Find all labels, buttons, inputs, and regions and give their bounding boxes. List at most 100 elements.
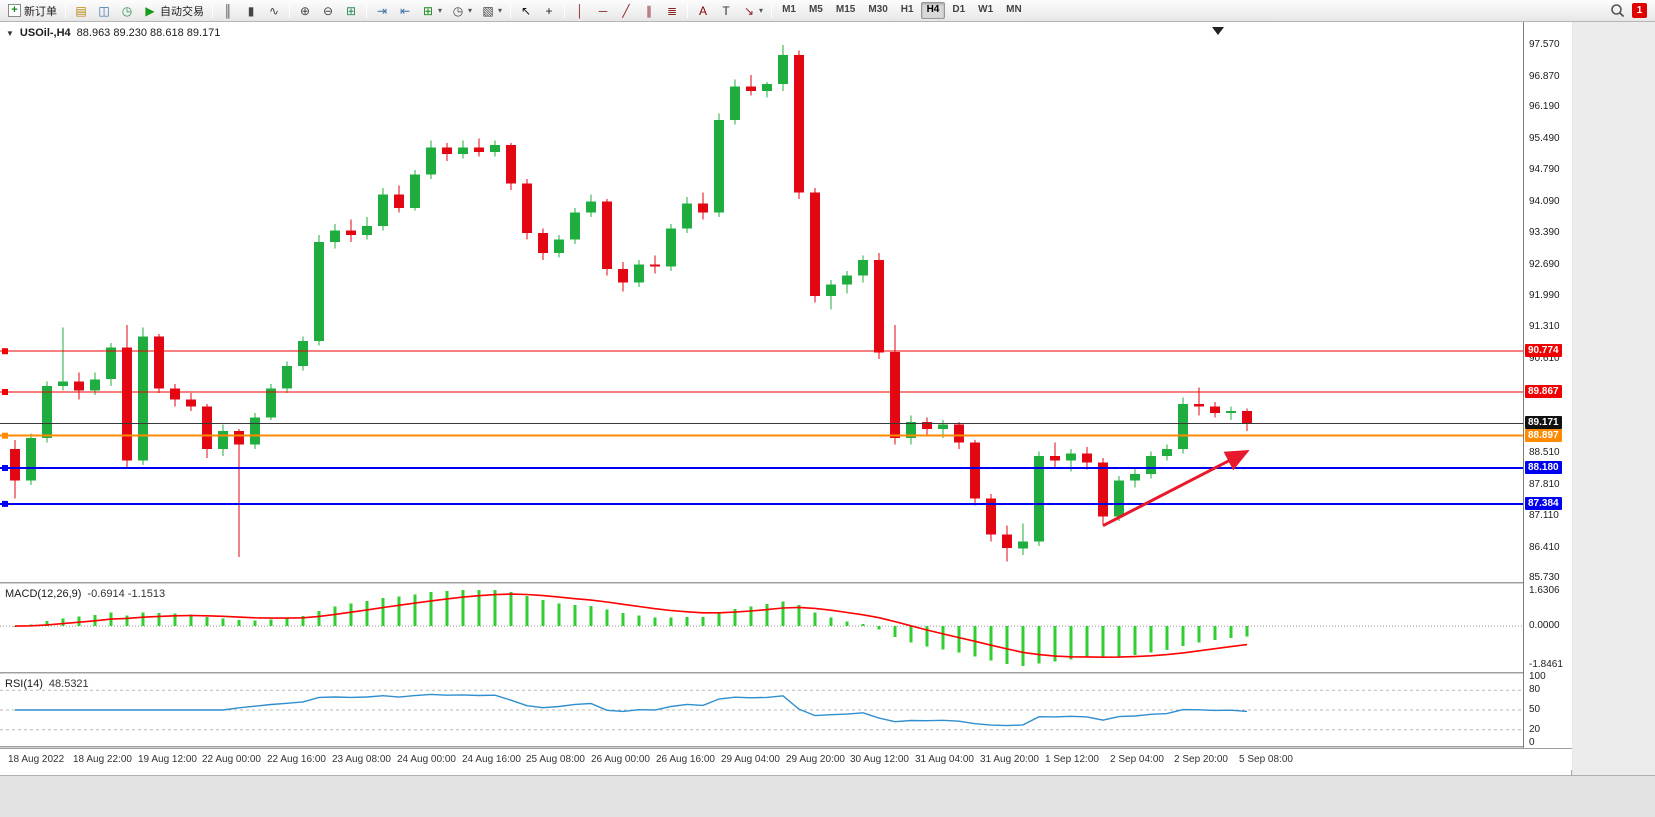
time-axis-label: 26 Aug 16:00 bbox=[656, 754, 715, 765]
bar-chart-button[interactable]: ║ bbox=[217, 2, 239, 20]
time-axis-label: 31 Aug 20:00 bbox=[980, 754, 1039, 765]
candle-body bbox=[474, 147, 484, 152]
candle-body bbox=[490, 145, 500, 152]
timeframe-button-h1[interactable]: H1 bbox=[900, 4, 914, 15]
arrows-icon: ↘ bbox=[744, 3, 755, 18]
templates-button[interactable]: ▧ ▾ bbox=[477, 2, 506, 20]
timeframe-button-m15[interactable]: M15 bbox=[835, 4, 856, 15]
candle-body bbox=[234, 431, 244, 445]
price-axis[interactable]: 97.570 96.870 96.190 95.490 94.790 94.090 93.3… bbox=[1523, 22, 1572, 748]
macd-bar bbox=[1005, 626, 1009, 664]
candle-body bbox=[138, 336, 148, 461]
candle-body bbox=[1050, 455, 1060, 461]
timeframe-button-m5[interactable]: M5 bbox=[808, 4, 823, 15]
panel-splitter[interactable] bbox=[0, 672, 1572, 674]
time-axis-label: 22 Aug 16:00 bbox=[267, 754, 326, 765]
macd-bar bbox=[829, 617, 833, 627]
text-icon: A bbox=[699, 3, 708, 18]
text-button[interactable]: A bbox=[692, 2, 714, 20]
data-window-button[interactable]: ◷ bbox=[116, 2, 138, 20]
autotrading-button[interactable]: ▶ 自动交易 bbox=[139, 2, 208, 20]
macd-bar bbox=[157, 612, 161, 627]
bar-chart-icon: ║ bbox=[223, 3, 233, 18]
candle-body bbox=[682, 203, 692, 229]
tile-windows-button[interactable]: ⊞ bbox=[340, 2, 362, 20]
hline-handle[interactable] bbox=[2, 348, 8, 355]
macd-axis-label: 0.0000 bbox=[1529, 620, 1560, 631]
periods-button[interactable]: ◷ ▾ bbox=[447, 2, 476, 20]
time-axis-label: 24 Aug 16:00 bbox=[462, 754, 521, 765]
hline-price-box: 90.774 bbox=[1525, 344, 1562, 357]
trend-arrow[interactable] bbox=[1102, 450, 1250, 528]
market-watch-button[interactable]: ▤ bbox=[70, 2, 92, 20]
price-axis-label: 86.410 bbox=[1529, 542, 1560, 553]
panel-splitter[interactable] bbox=[0, 746, 1572, 748]
cursor-button[interactable]: ↖ bbox=[515, 2, 537, 20]
new-chart-button[interactable]: ⊞ ▾ bbox=[417, 2, 446, 20]
macd-bar bbox=[669, 617, 673, 627]
channel-button[interactable]: ∥ bbox=[638, 2, 660, 20]
candlestick-button[interactable]: ▮ bbox=[240, 2, 262, 20]
candle-body bbox=[410, 174, 420, 209]
rsi-axis-label: 0 bbox=[1529, 737, 1535, 748]
macd-bar bbox=[573, 604, 577, 627]
chart-shift-marker[interactable] bbox=[1212, 27, 1224, 35]
crosshair-button[interactable]: + bbox=[538, 2, 560, 20]
macd-bar bbox=[733, 609, 737, 627]
candle-body bbox=[1114, 480, 1124, 517]
candle-body bbox=[1194, 404, 1204, 407]
timeframe-button-w1[interactable]: W1 bbox=[978, 4, 994, 15]
macd-bar bbox=[765, 604, 769, 627]
zoom-out-button[interactable]: ⊖ bbox=[317, 2, 339, 20]
timeframe-button-m30[interactable]: M30 bbox=[868, 4, 888, 15]
search-icon[interactable] bbox=[1610, 3, 1625, 18]
chart-shift-button[interactable]: ⇤ bbox=[394, 2, 416, 20]
auto-scroll-button[interactable]: ⇥ bbox=[371, 2, 393, 20]
timeframe-button-d1[interactable]: D1 bbox=[952, 4, 966, 15]
crosshair-icon: + bbox=[545, 3, 553, 18]
navigator-button[interactable]: ◫ bbox=[93, 2, 115, 20]
timeframe-button-mn[interactable]: MN bbox=[1006, 4, 1022, 15]
rsi-axis-label: 100 bbox=[1529, 671, 1546, 682]
price-axis-label: 91.310 bbox=[1529, 321, 1560, 332]
fibonacci-button[interactable]: ≣ bbox=[661, 2, 683, 20]
candle-body bbox=[538, 232, 548, 254]
timeframe-button-m1[interactable]: M1 bbox=[782, 4, 796, 15]
symbol-dropdown-icon[interactable]: ▼ bbox=[6, 28, 14, 38]
candle-body bbox=[554, 239, 564, 254]
macd-bar bbox=[445, 590, 449, 627]
arrows-button[interactable]: ↘ ▾ bbox=[738, 2, 767, 20]
zoom-in-icon: ⊕ bbox=[299, 3, 311, 18]
candle-body bbox=[650, 264, 660, 267]
text-label-button[interactable]: T bbox=[715, 2, 737, 20]
hline-price-box: 89.867 bbox=[1525, 385, 1562, 398]
hline-handle[interactable] bbox=[2, 389, 8, 395]
horizontal-line-icon: ─ bbox=[598, 3, 608, 18]
hline-handle[interactable] bbox=[2, 465, 8, 471]
autotrading-label: 自动交易 bbox=[160, 5, 204, 18]
time-axis[interactable]: 18 Aug 2022 18 Aug 22:00 19 Aug 12:00 22 Au… bbox=[0, 748, 1572, 770]
zoom-in-button[interactable]: ⊕ bbox=[294, 2, 316, 20]
hline-price-box: 88.897 bbox=[1525, 429, 1562, 442]
macd-bar bbox=[13, 626, 17, 628]
rsi-axis-label: 50 bbox=[1529, 704, 1541, 715]
notification-badge[interactable]: 1 bbox=[1632, 3, 1647, 18]
vertical-line-button[interactable]: │ bbox=[569, 2, 591, 20]
macd-bar bbox=[1197, 626, 1201, 643]
macd-bar bbox=[909, 626, 913, 643]
panel-splitter[interactable] bbox=[0, 582, 1572, 584]
candle-body bbox=[874, 259, 884, 353]
horizontal-line-button[interactable]: ─ bbox=[592, 2, 614, 20]
macd-bar bbox=[813, 612, 817, 627]
candle-body bbox=[810, 192, 820, 296]
line-chart-button[interactable]: ∿ bbox=[263, 2, 285, 20]
hline-handle[interactable] bbox=[2, 432, 8, 439]
price-axis-label: 92.690 bbox=[1529, 259, 1560, 270]
trendline-button[interactable]: ╱ bbox=[615, 2, 637, 20]
new-order-button[interactable]: + 新订单 bbox=[4, 2, 61, 20]
price-axis-label: 95.490 bbox=[1529, 133, 1560, 144]
timeframe-button-h4[interactable]: H4 bbox=[920, 2, 946, 19]
hline-handle[interactable] bbox=[2, 500, 8, 507]
candle-body bbox=[890, 352, 900, 438]
candle-body bbox=[282, 365, 292, 389]
